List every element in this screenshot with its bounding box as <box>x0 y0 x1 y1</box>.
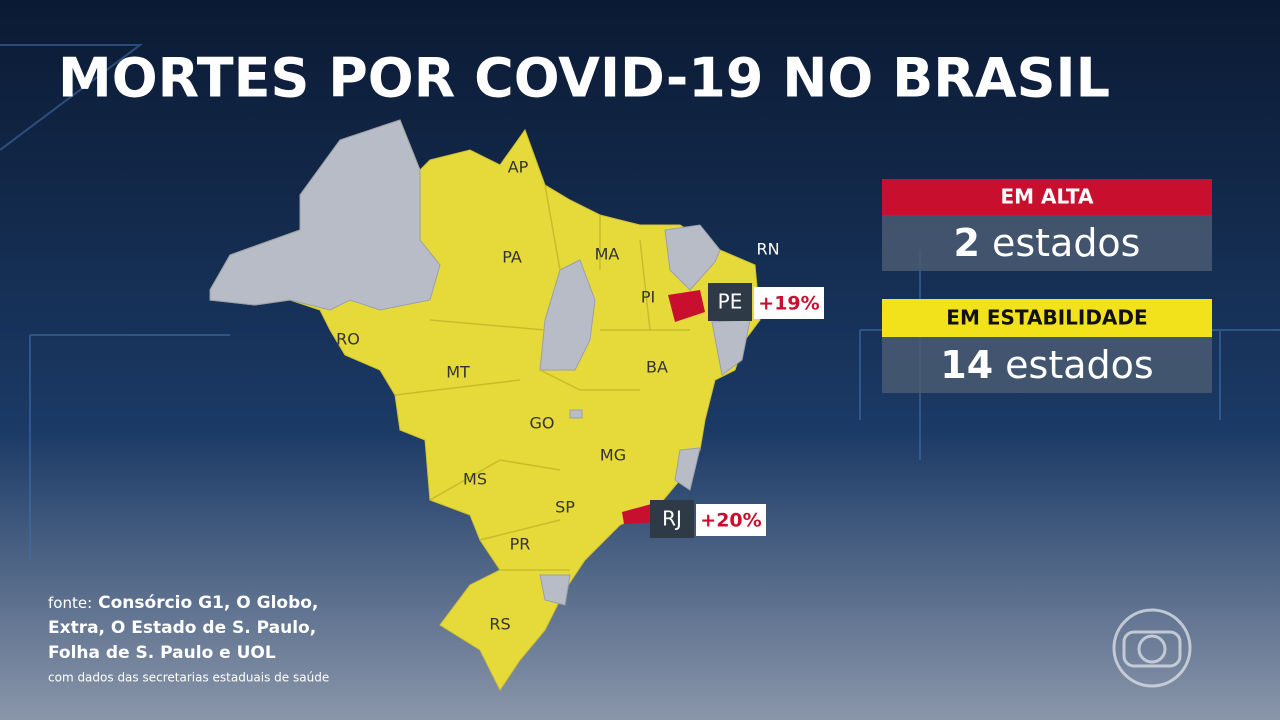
state-tag-label: PE <box>718 290 743 314</box>
state-label: SP <box>555 498 575 517</box>
state-label: MS <box>463 470 487 489</box>
source-line: Folha de S. Paulo e UOL <box>48 643 276 663</box>
state-tag <box>650 500 694 538</box>
state-label: PI <box>641 288 655 307</box>
legend-header <box>882 179 1212 215</box>
state-label: MG <box>600 446 626 465</box>
state-borders <box>394 184 690 571</box>
source-line: fonte: Consórcio G1, O Globo, <box>48 593 318 613</box>
state-label: RS <box>489 615 510 634</box>
state-label: MT <box>446 363 470 382</box>
source-prefix: fonte: <box>48 594 92 612</box>
legend-label: EM ESTABILIDADE <box>946 306 1147 330</box>
broadcaster-logo <box>1112 608 1192 688</box>
legend-count: 14 estados <box>940 343 1153 387</box>
source-note: com dados das secretarias estaduais de s… <box>48 671 329 685</box>
count-number: 14 <box>940 343 993 387</box>
change-value: +19% <box>758 293 819 315</box>
state-label: BA <box>646 358 668 377</box>
change-box <box>754 287 824 319</box>
count-number: 2 <box>954 221 980 265</box>
source-line: Extra, O Estado de S. Paulo, <box>48 618 316 638</box>
legend-label: EM ALTA <box>1000 185 1094 209</box>
legend-header <box>882 299 1212 337</box>
title: MORTES POR COVID-19 NO BRASIL <box>58 47 1110 110</box>
state-label: RN <box>756 240 779 259</box>
state-label: PA <box>502 248 522 267</box>
state-label: MA <box>595 245 620 264</box>
state-label: PR <box>510 535 531 554</box>
state-label: GO <box>530 414 555 433</box>
change-value: +20% <box>700 510 761 532</box>
state-label: AP <box>508 158 529 177</box>
state-label: RO <box>336 330 360 349</box>
count-unit: estados <box>1005 343 1154 387</box>
map <box>209 119 761 691</box>
legend-count-box <box>882 337 1212 393</box>
legend-count: 2 estados <box>954 221 1141 265</box>
source-text: Consórcio G1, O Globo, <box>98 593 318 613</box>
state-tag <box>708 283 752 321</box>
state-tag-label: RJ <box>662 507 682 531</box>
gray-states <box>209 119 751 606</box>
count-unit: estados <box>992 221 1141 265</box>
legend-count-box <box>882 215 1212 271</box>
change-box <box>696 504 766 536</box>
